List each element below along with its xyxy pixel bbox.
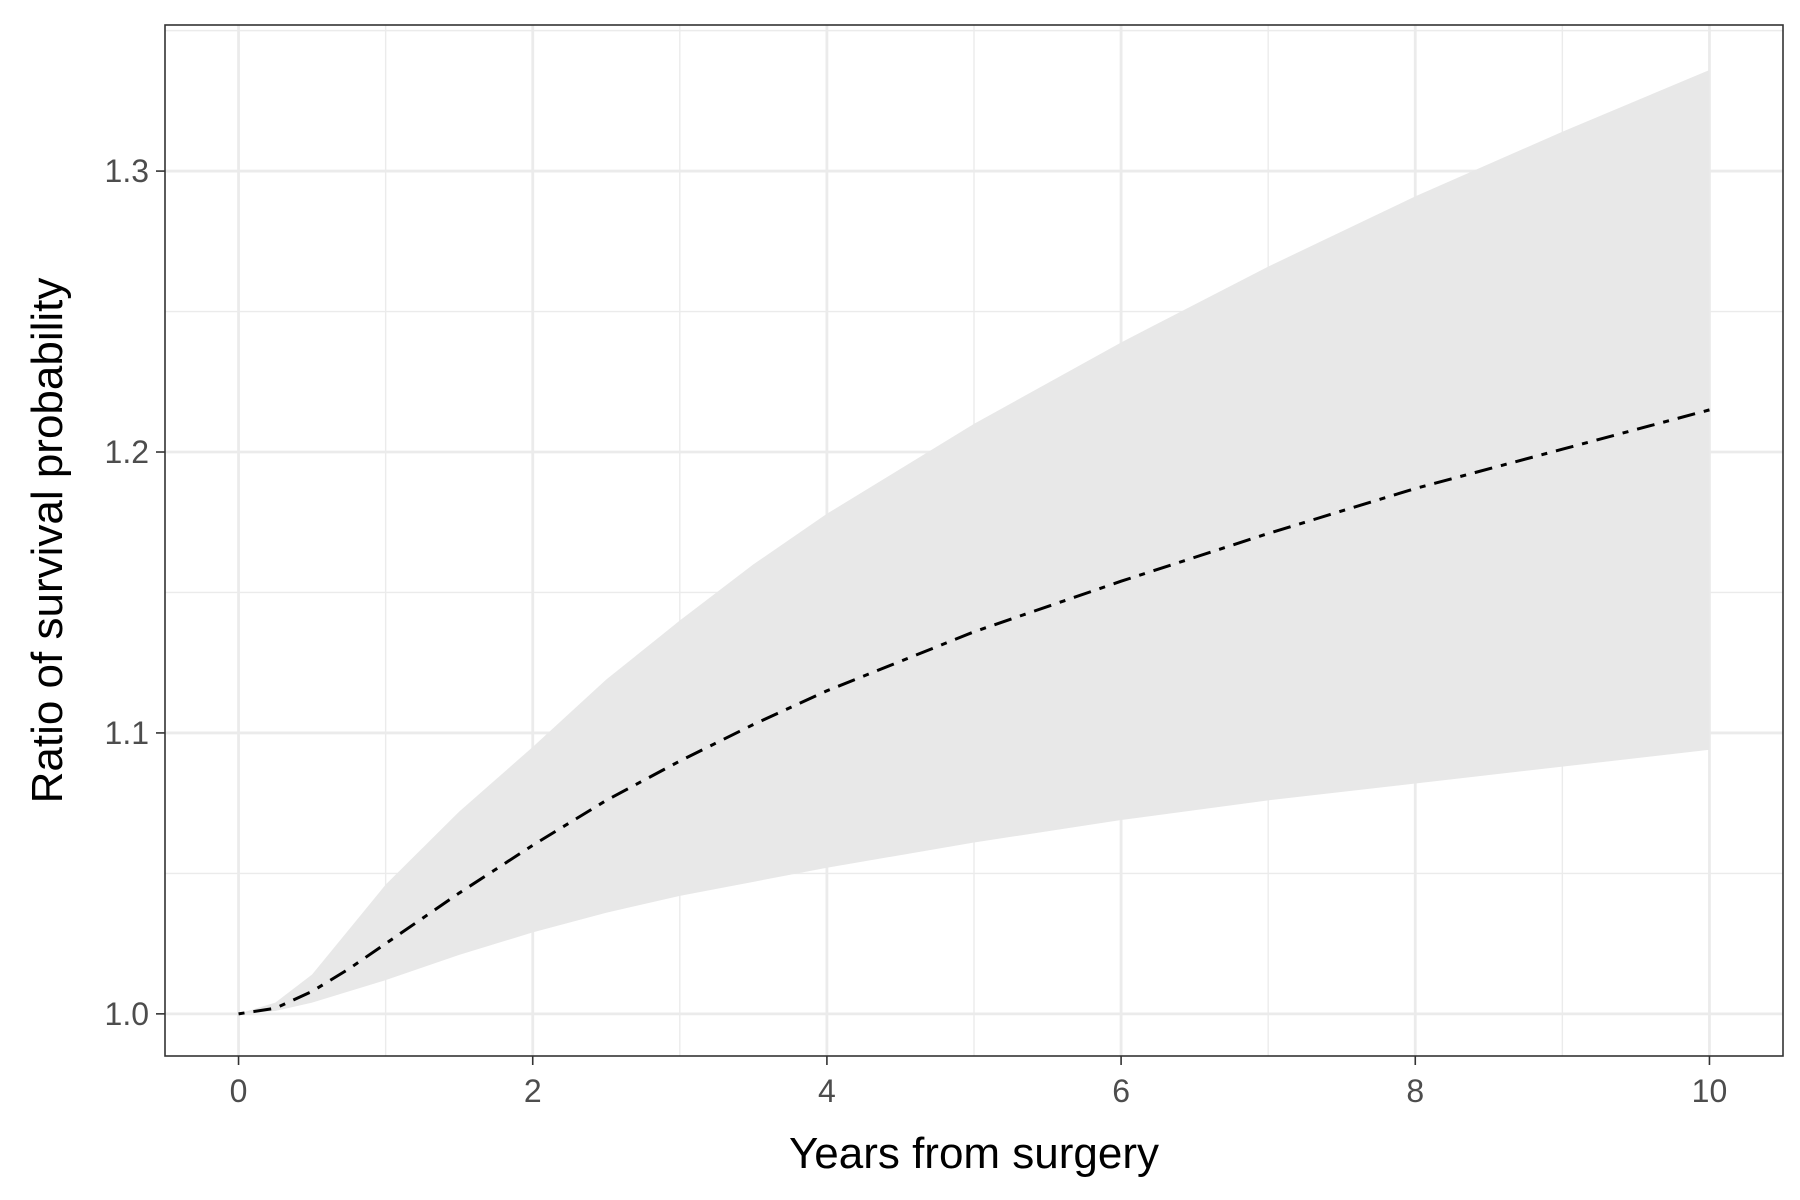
y-tick-label: 1.0 [105, 996, 149, 1032]
x-tick-label: 2 [524, 1073, 542, 1109]
confidence-band [238, 69, 1710, 1014]
x-axis: 0 2 4 6 8 10 [230, 1056, 1728, 1109]
x-tick-label: 0 [230, 1073, 248, 1109]
x-tick-label: 4 [818, 1073, 836, 1109]
y-tick-label: 1.1 [105, 715, 149, 751]
confidence-band-layer [238, 69, 1710, 1014]
series-line-layer [238, 408, 1710, 1016]
y-tick-label: 1.3 [105, 153, 149, 189]
x-tick-label: 8 [1406, 1073, 1424, 1109]
x-tick-label: 10 [1692, 1073, 1728, 1109]
y-axis: 1.0 1.1 1.2 1.3 [105, 153, 165, 1032]
x-tick-label: 6 [1112, 1073, 1130, 1109]
x-axis-title: Years from surgery [789, 1129, 1159, 1178]
panel-border [164, 24, 1784, 1057]
series-line [238, 408, 1710, 1016]
y-axis-title: Ratio of survival probability [23, 278, 72, 804]
y-tick-label: 1.2 [105, 434, 149, 470]
